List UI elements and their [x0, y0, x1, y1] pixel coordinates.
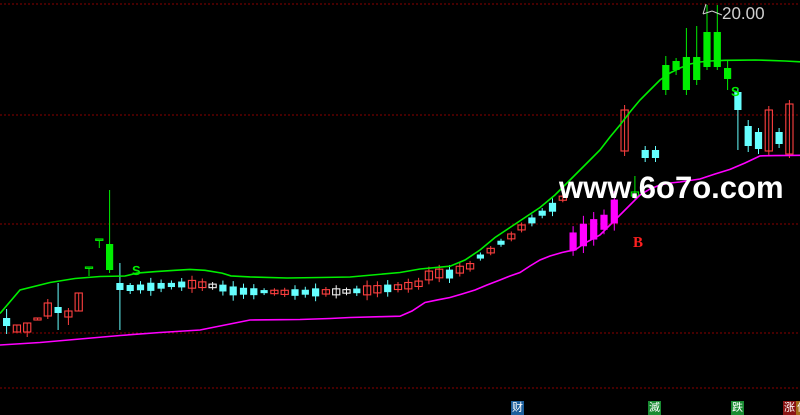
svg-text:S: S — [132, 263, 141, 278]
svg-text:B: B — [633, 235, 643, 251]
svg-text:20.00: 20.00 — [722, 4, 765, 23]
svg-text:S: S — [731, 84, 740, 99]
svg-text:www.6o7o.com: www.6o7o.com — [558, 170, 784, 205]
